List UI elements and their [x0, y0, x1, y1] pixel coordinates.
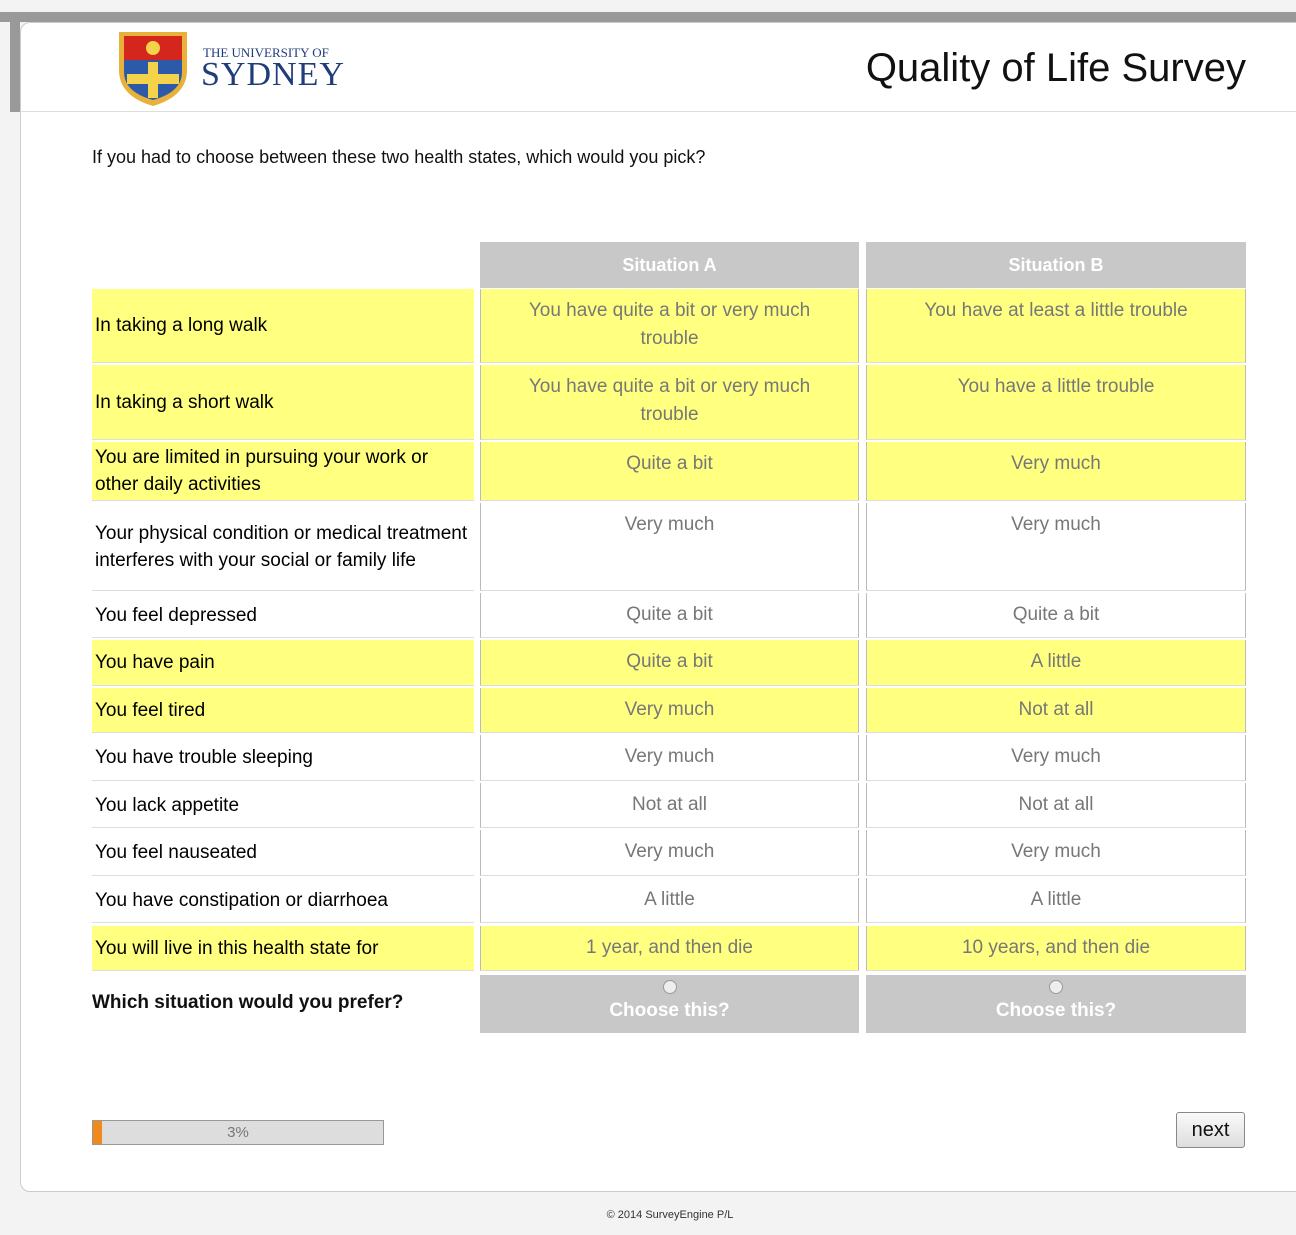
- row-value: A little: [480, 878, 859, 923]
- row-label: You feel depressed: [92, 593, 474, 638]
- logo-crest: [119, 32, 187, 106]
- row-value: Not at all: [866, 688, 1246, 733]
- column-header: Situation A: [480, 242, 859, 288]
- choice-label[interactable]: Choose this?: [609, 1000, 730, 1021]
- row-value: Very much: [866, 830, 1246, 876]
- row-label: Your physical condition or medical treat…: [92, 503, 474, 591]
- row-label: You lack appetite: [92, 783, 474, 828]
- row-value: Very much: [480, 830, 859, 876]
- row-label: You have pain: [92, 640, 474, 686]
- question: If you had to choose between these two h…: [92, 147, 706, 167]
- row-value: Quite a bit: [480, 640, 859, 686]
- row-value: A little: [866, 640, 1246, 686]
- radio[interactable]: [1049, 980, 1063, 994]
- progress-label: 3%: [227, 1124, 249, 1141]
- row-value: Very much: [866, 442, 1246, 501]
- header-rule: [20, 111, 1296, 112]
- progress-bar: 3%: [92, 1120, 384, 1145]
- prompt: Which situation would you prefer?: [92, 992, 404, 1013]
- next-button[interactable]: next: [1176, 1112, 1245, 1148]
- top-band: [0, 12, 1296, 22]
- row-value: Very much: [480, 688, 859, 733]
- row-label: In taking a long walk: [92, 289, 474, 363]
- radio[interactable]: [662, 980, 677, 994]
- row-value: Very much: [866, 735, 1246, 781]
- row-value: 10 years, and then die: [866, 926, 1246, 971]
- row-value: Very much: [866, 503, 1246, 591]
- column-header: Situation B: [866, 242, 1246, 288]
- row-value: Very much: [480, 503, 859, 591]
- row-value: A little: [866, 878, 1246, 923]
- progress-fill: [93, 1121, 102, 1144]
- row-value: You have quite a bit or very much troubl…: [480, 289, 859, 363]
- row-value: You have a little trouble: [866, 365, 1246, 440]
- choice-label[interactable]: Choose this?: [995, 1000, 1117, 1021]
- row-value: Quite a bit: [480, 442, 859, 501]
- row-value: Not at all: [480, 783, 859, 828]
- row-value: Quite a bit: [480, 593, 859, 638]
- row-label: You have trouble sleeping: [92, 735, 474, 781]
- row-value: You have at least a little trouble: [866, 289, 1246, 363]
- row-value: Quite a bit: [866, 593, 1246, 638]
- row-label: You feel nauseated: [92, 830, 474, 876]
- row-value: You have quite a bit or very much troubl…: [480, 365, 859, 440]
- logo-name: SYDNEY: [201, 56, 345, 93]
- footer: © 2014 SurveyEngine P/L: [606, 1209, 734, 1221]
- left-band: [10, 12, 20, 112]
- row-label: In taking a short walk: [92, 365, 474, 440]
- row-label: You will live in this health state for: [92, 926, 474, 971]
- row-label: You have constipation or diarrhoea: [92, 878, 474, 923]
- row-value: Very much: [480, 735, 859, 781]
- row-value: Not at all: [866, 783, 1246, 828]
- row-value: 1 year, and then die: [480, 926, 859, 971]
- row-label: You are limited in pursuing your work or…: [92, 442, 474, 501]
- row-label: You feel tired: [92, 688, 474, 733]
- logo-top: THE UNIVERSITY OF: [203, 45, 329, 60]
- page-title: Quality of Life Survey: [865, 46, 1246, 90]
